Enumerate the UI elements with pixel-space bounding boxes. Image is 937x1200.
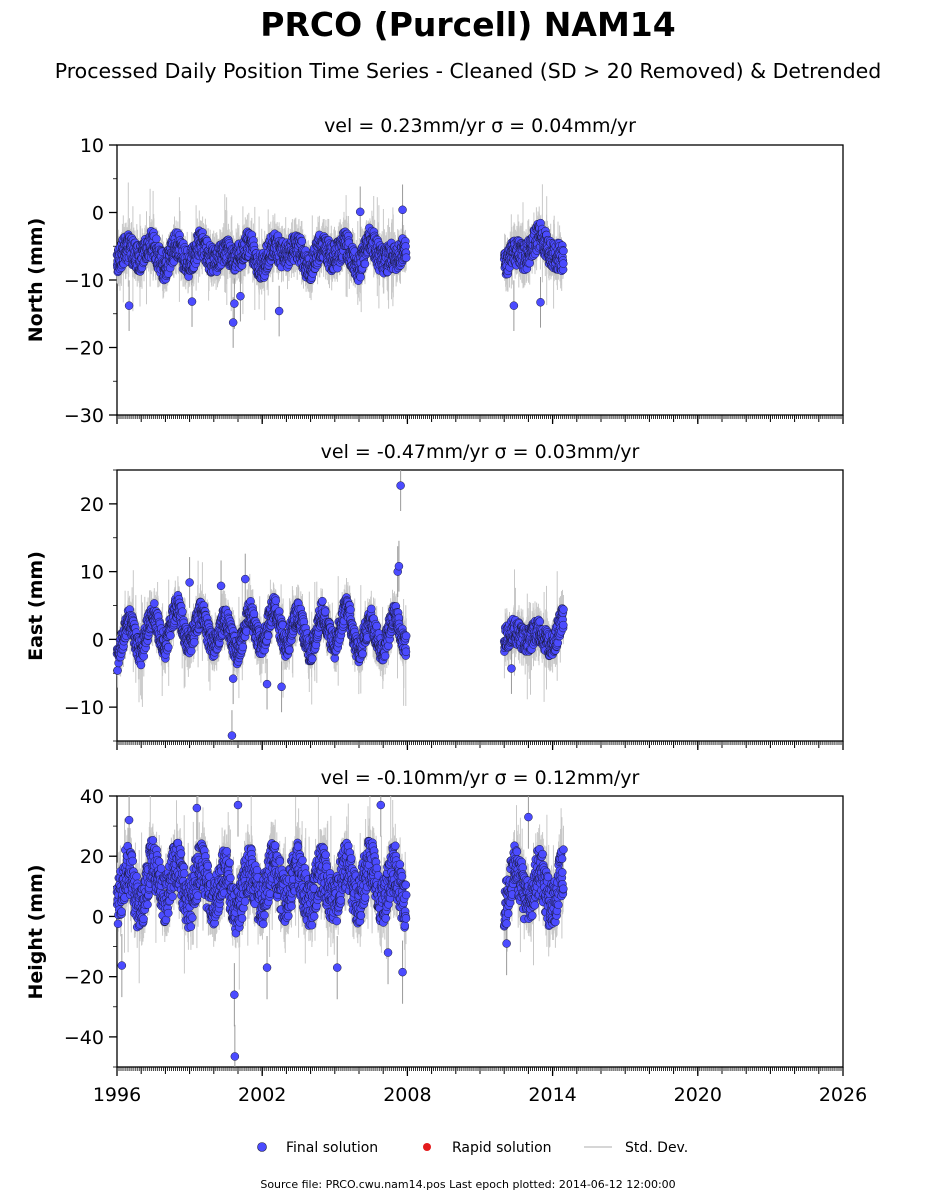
outlier-point	[230, 300, 238, 308]
outlier-point	[188, 298, 196, 306]
outlier-point	[275, 307, 283, 315]
y-tick-label: 20	[80, 494, 104, 516]
data-point	[559, 260, 567, 268]
data-point	[298, 237, 306, 245]
outlier-point	[356, 208, 364, 216]
north-panel-title: vel = 0.23mm/yr σ = 0.04mm/yr	[324, 115, 636, 137]
east-panel-title: vel = -0.47mm/yr σ = 0.03mm/yr	[321, 441, 640, 463]
y-tick-label: 0	[92, 203, 104, 225]
data-point	[402, 254, 410, 262]
outlier-point	[399, 206, 407, 214]
east-ylabel: East (mm)	[25, 551, 47, 661]
y-tick-label: 0	[92, 629, 104, 651]
y-tick-label: −10	[64, 270, 104, 292]
data-point	[560, 247, 568, 255]
outlier-point	[125, 302, 133, 310]
data-point	[357, 273, 365, 281]
outlier-point	[229, 319, 237, 327]
data-point	[361, 260, 369, 268]
figure-title: PRCO (Purcell) NAM14	[260, 5, 675, 44]
outlier-point	[510, 302, 518, 310]
outlier-point	[537, 298, 545, 306]
y-tick-label: −20	[64, 338, 104, 360]
y-tick-label: 10	[80, 562, 104, 584]
data-point	[152, 235, 160, 243]
figure-subtitle: Processed Daily Position Time Series - C…	[55, 59, 882, 83]
east-panel: vel = -0.47mm/yr σ = 0.03mm/yr East (mm)…	[25, 441, 843, 750]
y-tick-label: 10	[80, 135, 104, 157]
y-tick-label: −30	[64, 405, 104, 427]
north-ylabel: North (mm)	[25, 218, 47, 343]
y-tick-label: −10	[64, 697, 104, 719]
north-panel: vel = 0.23mm/yr σ = 0.04mm/yr North (mm)…	[25, 115, 843, 427]
outlier-point	[236, 292, 244, 300]
